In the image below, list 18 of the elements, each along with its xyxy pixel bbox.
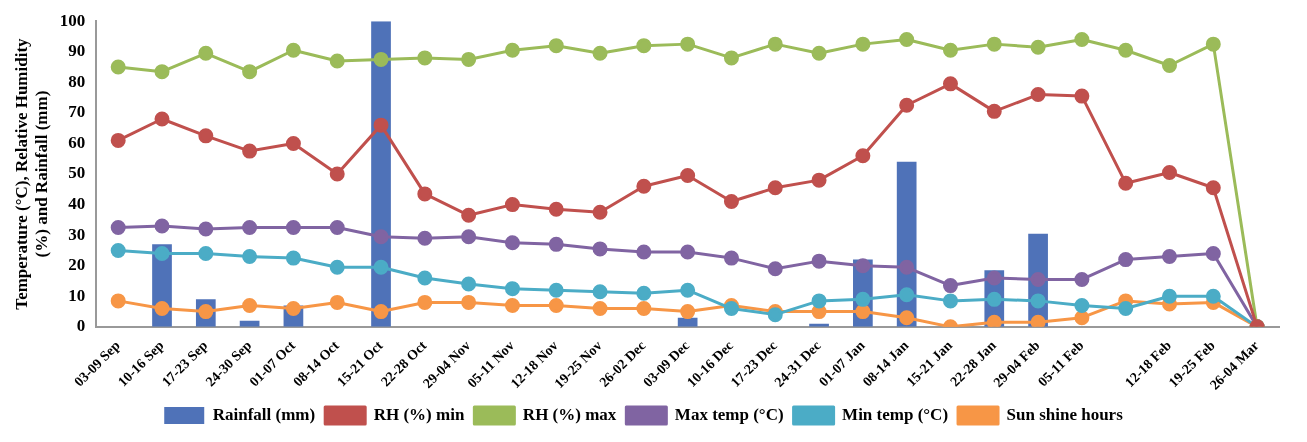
- y-tick-label: 90: [68, 41, 86, 61]
- y-tick-label: 70: [68, 102, 86, 122]
- y-tick-label: 0: [76, 316, 86, 336]
- y-tick-label: 60: [68, 132, 86, 152]
- y-tick-label: 50: [68, 163, 86, 183]
- y-tick-label: 80: [68, 71, 86, 91]
- legend-label: Rainfall (mm): [212, 404, 316, 424]
- legend-label: RH (%) max: [522, 404, 617, 424]
- legend-label: RH (%) min: [373, 404, 465, 424]
- y-tick-label: 10: [68, 285, 86, 305]
- legend-label: Min temp (°C): [842, 404, 949, 424]
- y-tick-label: 30: [68, 224, 86, 244]
- legend-label: Sun shine hours: [1006, 404, 1124, 424]
- y-tick-label: 100: [59, 10, 86, 30]
- y-tick-label: 40: [68, 193, 86, 213]
- y-axis-title: Temperature (°C), Relative Humidity (%) and Rainfall (mm): [11, 37, 51, 310]
- y-tick-label: 20: [68, 255, 86, 275]
- legend-label: Max temp (°C): [674, 404, 784, 424]
